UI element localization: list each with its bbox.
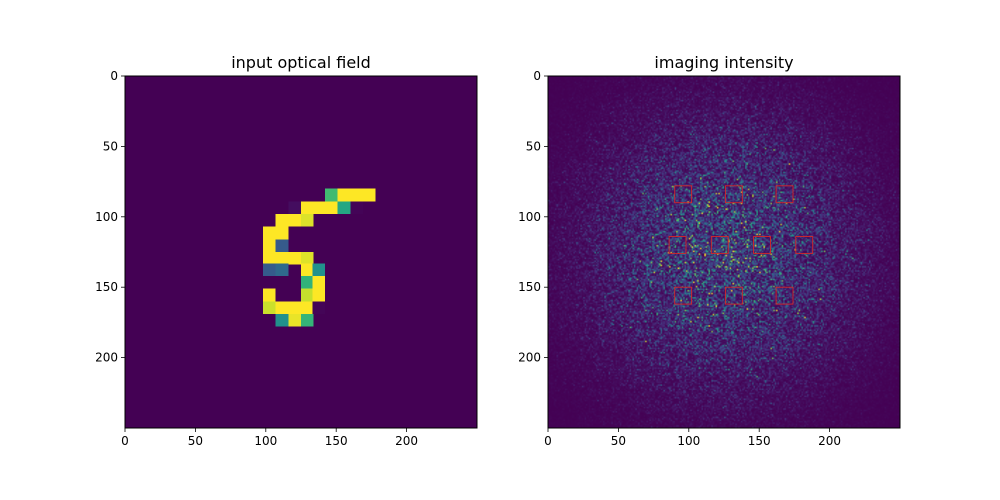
y-tick-label: 150 bbox=[518, 280, 541, 294]
y-tick-label: 0 bbox=[110, 69, 118, 83]
detector-region-box bbox=[710, 236, 729, 254]
x-tick-label: 0 bbox=[544, 434, 552, 448]
imaging-intensity-x-axis: 0 50 100 150 200 bbox=[544, 428, 841, 448]
imaging-intensity-panel: imaging intensity 0 50 100 150 200 0 50 100 150… bbox=[518, 53, 901, 448]
detector-region-box bbox=[775, 185, 794, 204]
x-tick-label: 150 bbox=[748, 434, 771, 448]
imaging-intensity-frame bbox=[547, 75, 901, 429]
x-tick-label: 50 bbox=[188, 434, 203, 448]
y-tick-label: 200 bbox=[518, 351, 541, 365]
input-field-title: input optical field bbox=[231, 53, 371, 72]
y-tick-label: 100 bbox=[95, 210, 118, 224]
y-tick-label: 0 bbox=[533, 69, 541, 83]
x-tick-label: 0 bbox=[121, 434, 129, 448]
y-tick-label: 50 bbox=[103, 139, 118, 153]
x-tick-label: 150 bbox=[325, 434, 348, 448]
y-tick-label: 200 bbox=[95, 351, 118, 365]
input-field-frame bbox=[124, 75, 478, 429]
imaging-intensity-title: imaging intensity bbox=[654, 53, 793, 72]
y-tick-label: 100 bbox=[518, 210, 541, 224]
detector-region-box bbox=[724, 286, 743, 305]
input-field-x-axis: 0 50 100 150 200 bbox=[121, 428, 418, 448]
x-tick-label: 50 bbox=[611, 434, 626, 448]
detector-region-box bbox=[668, 236, 687, 254]
detector-regions bbox=[668, 185, 814, 305]
imaging-intensity-heatmap bbox=[548, 76, 900, 428]
detector-region-box bbox=[724, 185, 743, 204]
y-tick-label: 50 bbox=[526, 139, 541, 153]
input-field-heatmap bbox=[125, 76, 477, 428]
imaging-intensity-y-axis: 0 50 100 150 200 bbox=[518, 69, 548, 365]
imaging-intensity-image-holder bbox=[548, 76, 900, 428]
detector-region-box bbox=[674, 185, 693, 204]
detector-region-box bbox=[795, 236, 814, 254]
input-field-panel: input optical field 0 50 100 150 200 0 50 100 1… bbox=[95, 53, 478, 448]
detector-region-box bbox=[753, 236, 771, 254]
x-tick-label: 200 bbox=[395, 434, 418, 448]
input-field-image-holder bbox=[125, 76, 477, 428]
input-field-y-axis: 0 50 100 150 200 bbox=[95, 69, 125, 365]
x-tick-label: 200 bbox=[818, 434, 841, 448]
detector-region-box bbox=[674, 286, 693, 305]
detector-region-box bbox=[775, 286, 794, 305]
y-tick-label: 150 bbox=[95, 280, 118, 294]
x-tick-label: 100 bbox=[677, 434, 700, 448]
x-tick-label: 100 bbox=[254, 434, 277, 448]
